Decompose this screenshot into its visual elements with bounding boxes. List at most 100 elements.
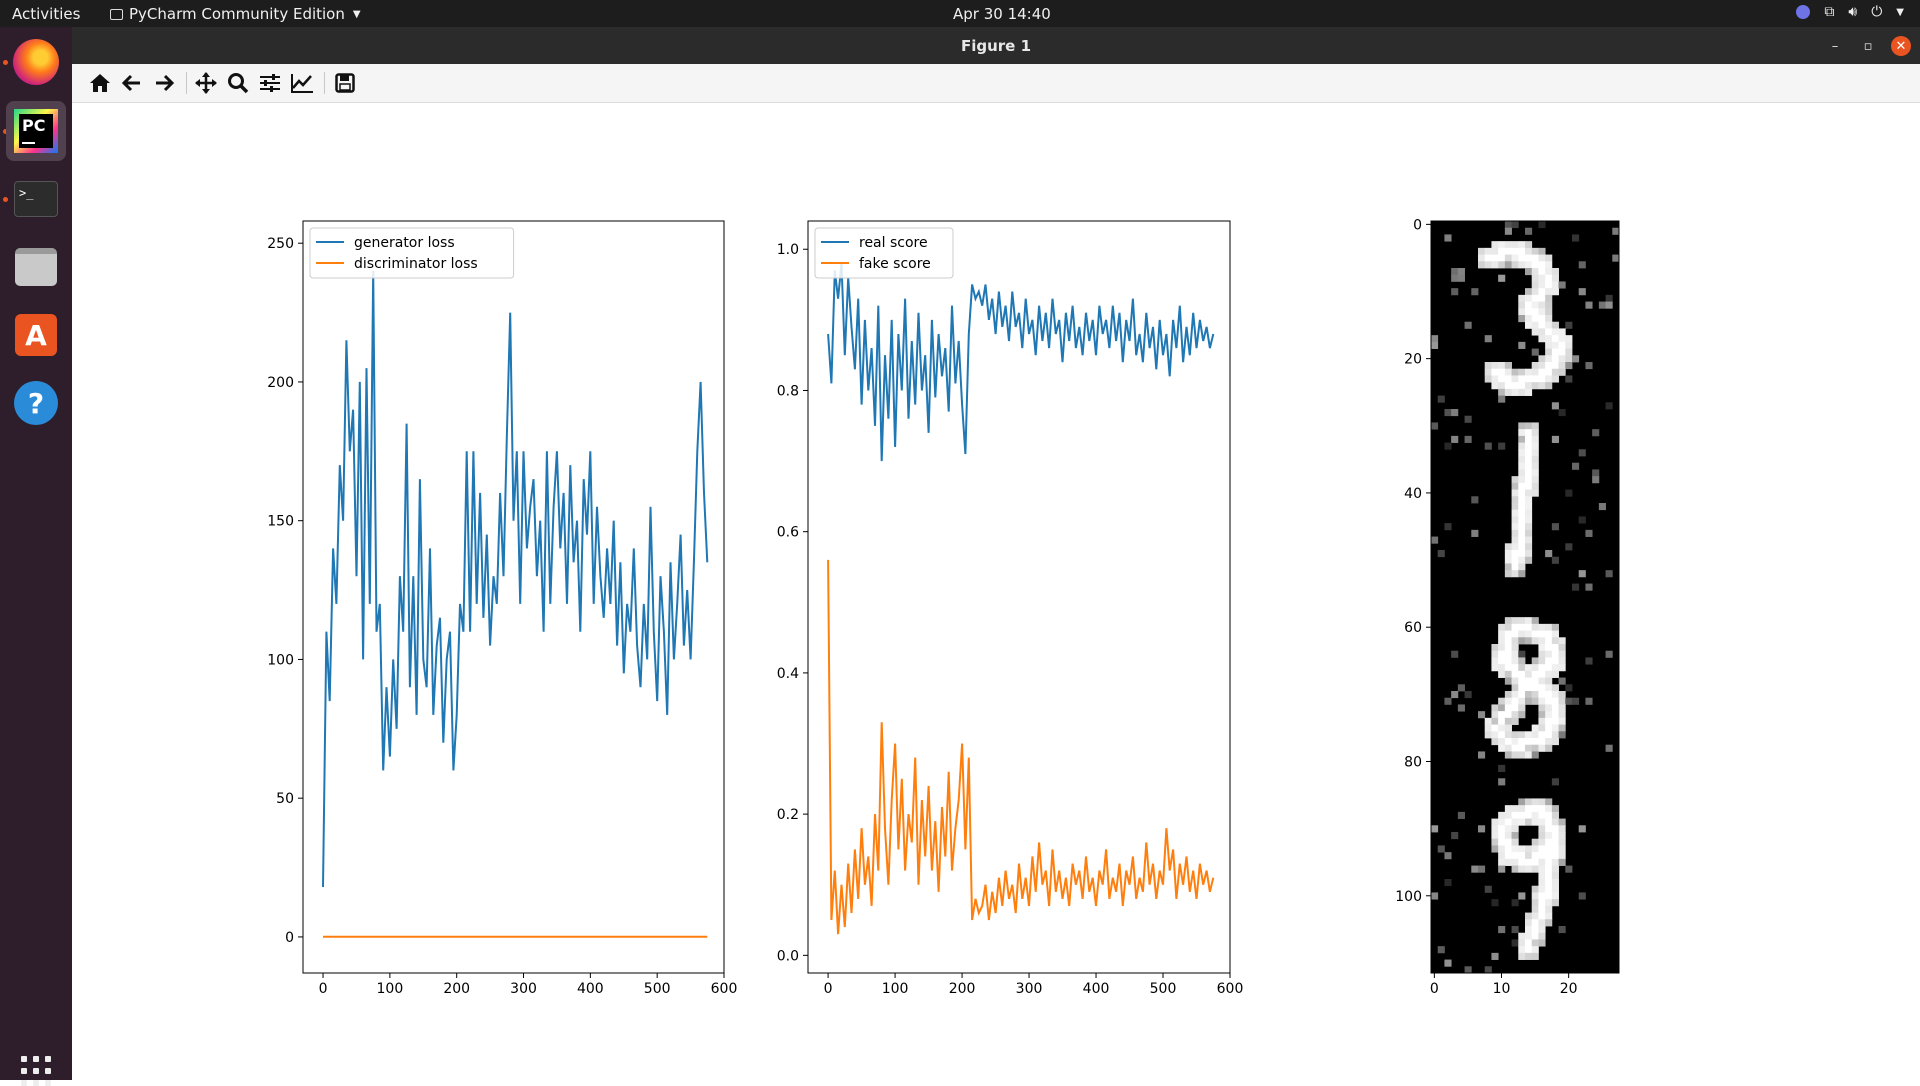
image-pixel	[1518, 805, 1526, 813]
image-pixel	[1558, 704, 1566, 712]
clock[interactable]: Apr 30 14:40	[953, 5, 1051, 23]
image-pixel	[1545, 294, 1553, 302]
image-pixel	[1565, 543, 1573, 551]
dock-terminal[interactable]: >_	[6, 169, 66, 229]
image-pixel	[1531, 852, 1539, 860]
image-pixel	[1531, 382, 1539, 390]
image-pixel	[1511, 650, 1519, 658]
network-icon[interactable]: ⧉	[1824, 4, 1835, 20]
image-pixel	[1498, 247, 1506, 255]
legend-label: generator loss	[354, 235, 455, 251]
dock-pycharm[interactable]: PC	[6, 101, 66, 161]
image-pixel	[1538, 691, 1546, 699]
app-menu[interactable]: PyCharm Community Edition ▼	[110, 5, 361, 23]
image-pixel	[1538, 375, 1546, 383]
image-pixel	[1538, 368, 1546, 376]
image-pixel	[1538, 362, 1546, 370]
image-pixel	[1538, 744, 1546, 752]
image-pixel	[1538, 261, 1546, 269]
y-tick-label: 50	[276, 791, 294, 807]
image-pixel	[1551, 288, 1559, 296]
system-tray[interactable]: ⧉ 🔊︎ ⏻ ▼	[1796, 4, 1904, 20]
back-icon	[122, 74, 140, 92]
image-pixel	[1525, 375, 1533, 383]
edit-axis-icon	[291, 74, 313, 93]
image-pixel	[1531, 469, 1539, 477]
image-pixel	[1518, 375, 1526, 383]
image-pixel	[1525, 294, 1533, 302]
image-pixel	[1511, 241, 1519, 249]
y-tick-label: 250	[267, 236, 294, 252]
home-button[interactable]	[87, 71, 113, 95]
power-icon[interactable]: ⏻	[1871, 4, 1883, 20]
pan-button[interactable]	[193, 71, 219, 95]
image-pixel	[1538, 926, 1546, 934]
image-pixel	[1504, 751, 1512, 759]
image-pixel	[1518, 509, 1526, 517]
image-pixel	[1551, 899, 1559, 907]
image-pixel	[1558, 717, 1566, 725]
image-pixel	[1585, 529, 1593, 537]
image-pixel	[1525, 382, 1533, 390]
image-pixel	[1531, 865, 1539, 873]
image-pixel	[1598, 301, 1606, 309]
image-pixel	[1491, 825, 1499, 833]
image-pixel	[1511, 751, 1519, 759]
image-pixel	[1491, 247, 1499, 255]
image-pixel	[1484, 717, 1492, 725]
image-pixel	[1525, 798, 1533, 806]
image-pixel	[1531, 919, 1539, 927]
image-pixel	[1504, 241, 1512, 249]
image-pixel	[1518, 308, 1526, 316]
image-pixel	[1525, 865, 1533, 873]
extension-icon[interactable]	[1796, 5, 1811, 19]
image-pixel	[1531, 885, 1539, 893]
dock-firefox[interactable]	[6, 32, 66, 92]
forward-button[interactable]	[151, 71, 177, 95]
image-pixel	[1498, 382, 1506, 390]
close-button[interactable]: ✕	[1891, 36, 1911, 56]
x-tick-label: 600	[1217, 981, 1244, 997]
image-pixel	[1504, 623, 1512, 631]
image-pixel	[1531, 939, 1539, 947]
back-button[interactable]	[119, 71, 145, 95]
image-pixel	[1551, 348, 1559, 356]
volume-icon[interactable]: 🔊︎	[1848, 4, 1858, 20]
top-bar: Activities PyCharm Community Edition ▼ A…	[0, 0, 1920, 27]
image-pixel	[1491, 731, 1499, 739]
configure-subplots-button[interactable]	[257, 71, 283, 95]
image-pixel	[1498, 731, 1506, 739]
image-pixel	[1545, 697, 1553, 705]
image-pixel	[1437, 946, 1445, 954]
show-apps-icon[interactable]	[21, 1056, 51, 1086]
image-pixel	[1551, 355, 1559, 363]
image-pixel	[1518, 670, 1526, 678]
image-pixel	[1538, 294, 1546, 302]
maximize-button[interactable]: ▫	[1863, 38, 1873, 54]
image-pixel	[1531, 328, 1539, 336]
zoom-button[interactable]	[225, 71, 251, 95]
chevron-down-icon[interactable]: ▼	[1896, 6, 1904, 18]
activities-button[interactable]: Activities	[12, 5, 81, 23]
image-pixel	[1545, 630, 1553, 638]
save-button[interactable]	[332, 71, 358, 95]
image-pixel	[1511, 811, 1519, 819]
window-titlebar[interactable]: Figure 1 – ▫ ✕	[72, 27, 1920, 64]
minimize-button[interactable]: –	[1831, 38, 1839, 54]
edit-axis-button[interactable]	[289, 71, 315, 95]
image-pixel	[1498, 442, 1506, 450]
image-pixel	[1518, 261, 1526, 269]
image-pixel	[1551, 872, 1559, 880]
image-pixel	[1545, 724, 1553, 732]
image-pixel	[1431, 335, 1439, 343]
dock-files[interactable]	[6, 237, 66, 297]
axes-frame	[302, 220, 725, 974]
image-pixel	[1511, 630, 1519, 638]
image-pixel	[1565, 684, 1573, 692]
figure-canvas[interactable]: 0 100 200 300 400 500 600 0 50 100 150 200 250 genera…	[72, 103, 1920, 1080]
image-pixel	[1531, 288, 1539, 296]
dock-software[interactable]: A	[6, 305, 66, 365]
image-pixel	[1565, 865, 1573, 873]
image-pixel	[1518, 469, 1526, 477]
dock-help[interactable]: ?	[6, 373, 66, 433]
